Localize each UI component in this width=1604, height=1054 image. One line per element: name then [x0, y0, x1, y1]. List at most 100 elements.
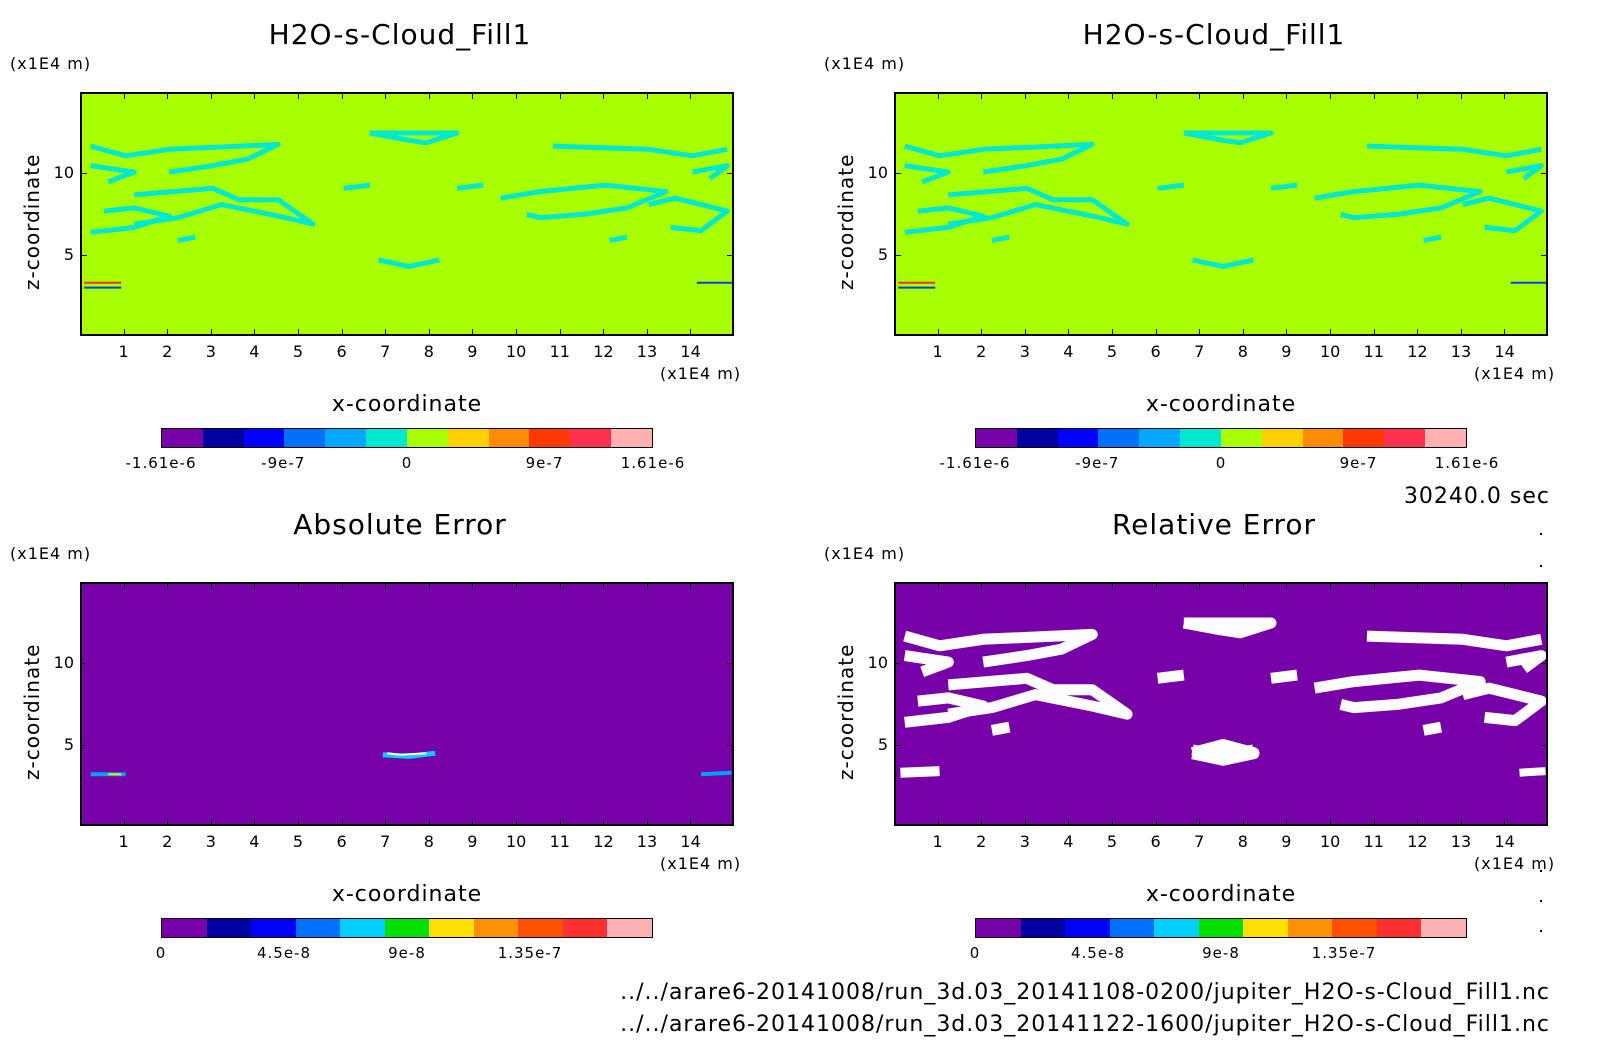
field-background	[82, 584, 732, 824]
colorbar-swatch	[529, 429, 571, 447]
colorbar	[161, 918, 653, 938]
x-tick-label: 1	[932, 342, 943, 361]
x-tick-mark	[123, 819, 125, 826]
x-tick-label: 2	[162, 832, 173, 851]
contour-feature	[1191, 257, 1255, 269]
x-tick-mark	[603, 582, 605, 589]
colorbar-swatch	[429, 919, 474, 937]
x-unit-label: (x1E4 m)	[660, 364, 742, 383]
colorbar-label: 1.61e-6	[1434, 454, 1500, 472]
colorbar-swatch	[1098, 429, 1140, 447]
x-tick-mark	[1373, 92, 1375, 99]
y-tick-mark	[727, 254, 734, 256]
y-tick-mark	[894, 254, 901, 256]
contour-feature	[1422, 721, 1443, 736]
x-tick-mark	[341, 582, 343, 589]
x-tick-mark	[210, 329, 212, 336]
contour-feature	[552, 143, 728, 159]
contour-feature	[903, 650, 954, 677]
x-tick-mark	[1112, 329, 1113, 336]
x-tick-mark	[254, 582, 256, 589]
contour-feature	[1190, 739, 1260, 766]
y-tick-mark	[80, 663, 87, 665]
x-axis-label: x-coordinate	[1145, 882, 1297, 907]
x-tick-label: 6	[1150, 832, 1161, 851]
x-tick-mark	[646, 819, 648, 826]
colorbar-swatch	[243, 429, 285, 447]
heatmap-field	[896, 584, 1546, 824]
x-tick-label: 13	[636, 832, 658, 851]
x-tick-label: 8	[1237, 832, 1248, 851]
chart-title: H2O-s-Cloud_Fill1	[1082, 18, 1346, 51]
x-tick-mark	[1504, 582, 1506, 589]
x-tick-label: 12	[593, 342, 614, 361]
x-tick-label: 13	[1450, 342, 1472, 361]
contour-feature	[343, 182, 371, 191]
x-tick-mark	[1199, 582, 1201, 589]
colorbar-swatch	[518, 919, 563, 937]
contour-feature	[904, 205, 986, 235]
x-tick-mark	[1068, 582, 1070, 589]
y-tick-label: 10	[867, 163, 888, 183]
contour-feature	[609, 234, 628, 243]
contour-feature	[90, 163, 137, 185]
x-tick-mark	[1112, 819, 1113, 826]
x-tick-mark	[123, 582, 125, 589]
colorbar-swatch	[1057, 429, 1099, 447]
x-tick-mark	[385, 819, 387, 826]
x-tick-label: 5	[292, 342, 304, 361]
x-tick-mark	[1460, 329, 1462, 336]
x-tick-mark	[1460, 582, 1462, 589]
x-tick-mark	[1242, 92, 1244, 99]
x-tick-mark	[1024, 819, 1026, 826]
x-tick-mark	[646, 92, 648, 99]
x-tick-mark	[385, 329, 387, 336]
x-tick-label: 2	[976, 832, 987, 851]
x-tick-label: 6	[336, 342, 347, 361]
y-unit-label: (x1E4 m)	[824, 544, 906, 563]
colorbar-swatch	[1020, 919, 1066, 937]
colorbar-swatch	[366, 429, 407, 447]
x-tick-label: 3	[205, 832, 216, 851]
x-tick-mark	[603, 92, 605, 99]
dot-marker	[1540, 565, 1542, 567]
x-tick-label: 14	[680, 832, 701, 851]
x-tick-label: 10	[1320, 342, 1341, 361]
chart-panel-3: Absolute Error (x1E4 m) 1 2 3 4 5 6 7 8 9 10 11 12 13 1…	[0, 490, 800, 970]
x-tick-mark	[123, 92, 125, 99]
x-tick-label: 11	[1363, 342, 1384, 361]
contour-feature	[900, 766, 940, 778]
x-tick-label: 3	[205, 342, 216, 361]
x-tick-mark	[603, 329, 605, 336]
contour-feature	[1313, 669, 1486, 714]
colorbar-swatch	[1421, 919, 1467, 937]
x-tick-mark	[1112, 582, 1113, 589]
chart-panel-2: H2O-s-Cloud_Fill1 (x1E4 m) 1 2 3 4 5 6 7 8 9 10 11 12…	[814, 0, 1604, 480]
heatmap-field	[82, 94, 732, 334]
x-tick-mark	[1330, 329, 1331, 336]
colorbar-swatch	[1016, 429, 1058, 447]
plot-area	[80, 92, 734, 336]
colorbar-swatch	[162, 919, 207, 937]
colorbar-label: 0	[969, 944, 981, 962]
contour-feature	[904, 141, 1095, 175]
contour-feature	[1183, 130, 1274, 146]
x-tick-label: 1	[118, 832, 129, 851]
colorbar-swatch	[562, 919, 608, 937]
x-tick-mark	[1373, 329, 1375, 336]
y-tick-label: 10	[867, 653, 888, 673]
x-tick-mark	[1460, 92, 1462, 99]
x-tick-label: 12	[1407, 342, 1428, 361]
y-unit-label: (x1E4 m)	[824, 54, 906, 73]
x-tick-mark	[1417, 582, 1419, 589]
x-tick-label: 14	[1494, 342, 1515, 361]
contour-feature	[1423, 234, 1442, 243]
x-tick-mark	[937, 819, 939, 826]
x-tick-mark	[341, 92, 343, 99]
y-axis-label: z-coordinate	[834, 643, 858, 780]
x-tick-mark	[1242, 582, 1244, 589]
x-tick-mark	[1504, 329, 1506, 336]
x-tick-mark	[1155, 329, 1157, 336]
x-tick-mark	[210, 582, 212, 589]
x-tick-label: 13	[636, 342, 658, 361]
